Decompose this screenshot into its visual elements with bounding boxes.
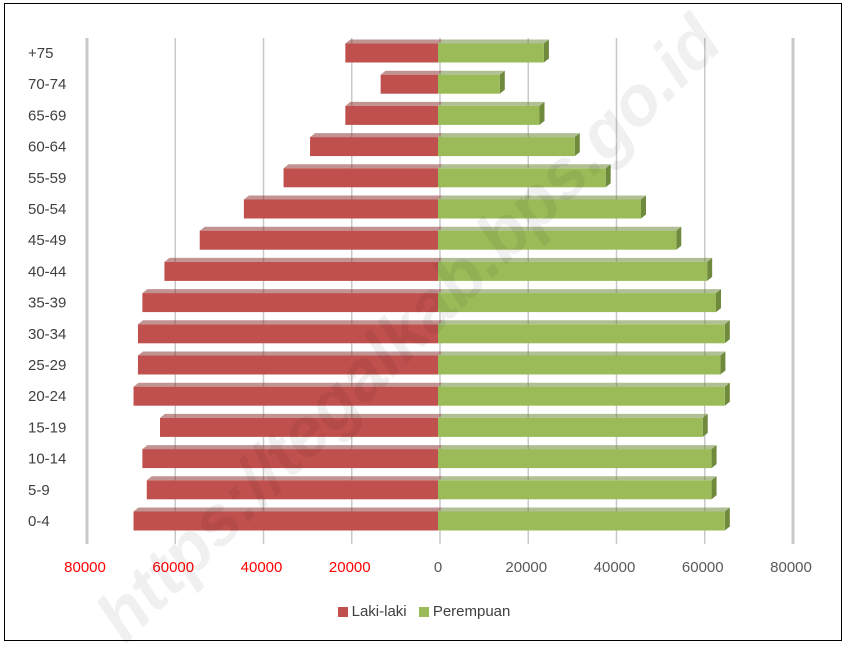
- bar-female-25-29: [438, 351, 726, 375]
- y-tick-label: 40-44: [28, 263, 66, 280]
- x-tick-label: 20000: [505, 559, 547, 576]
- bar-male-35-39: [142, 289, 444, 313]
- bar-female-10-14: [438, 445, 717, 469]
- bar-female-70-74: [438, 70, 505, 94]
- x-tick-label: 60000: [682, 559, 724, 576]
- y-tick-label: 20-24: [28, 388, 66, 405]
- legend-swatch-male: [337, 606, 348, 617]
- bar-female-45-49: [438, 226, 682, 250]
- x-tick-label: 80000: [770, 559, 812, 576]
- x-tick-label: 40000: [241, 559, 283, 576]
- y-tick-label: 35-39: [28, 295, 66, 312]
- bar-female-50-54: [438, 195, 646, 219]
- y-tick-label: 60-64: [28, 139, 66, 156]
- bar-male-30-34: [137, 320, 443, 344]
- bar-female-35-39: [438, 289, 721, 313]
- legend: Laki-laki Perempuan: [0, 603, 848, 621]
- bar-female-+75: [438, 39, 549, 63]
- x-tick-label: 80000: [64, 559, 106, 576]
- y-tick-label: 0-4: [28, 513, 50, 530]
- bar-male-0-4: [133, 507, 443, 531]
- y-tick-label: 5-9: [28, 482, 50, 499]
- bar-male-15-19: [160, 413, 443, 437]
- bar-female-40-44: [438, 257, 713, 281]
- bar-male-20-24: [133, 382, 443, 406]
- bar-male-40-44: [164, 257, 444, 281]
- bar-female-65-69: [438, 101, 545, 125]
- y-tick-label: 45-49: [28, 232, 66, 249]
- y-tick-label: 25-29: [28, 357, 66, 374]
- bar-male-65-69: [345, 101, 443, 125]
- bar-male-+75: [345, 39, 443, 63]
- y-tick-label: 15-19: [28, 419, 66, 436]
- y-tick-label: 65-69: [28, 107, 66, 124]
- legend-swatch-female: [418, 606, 429, 617]
- bar-female-60-64: [438, 133, 580, 157]
- bar-male-60-64: [310, 133, 443, 157]
- bar-female-5-9: [438, 476, 717, 500]
- x-tick-label: 0: [434, 559, 442, 576]
- y-tick-label: 55-59: [28, 170, 66, 187]
- bar-male-50-54: [243, 195, 443, 219]
- legend-item-female: Perempuan: [418, 603, 511, 620]
- y-tick-label: 70-74: [28, 76, 66, 93]
- bar-female-55-59: [438, 164, 611, 188]
- bar-male-10-14: [142, 445, 444, 469]
- bar-male-5-9: [146, 476, 443, 500]
- y-tick-label: 10-14: [28, 451, 66, 468]
- legend-item-male: Laki-laki: [337, 603, 407, 620]
- x-tick-label: 20000: [329, 559, 371, 576]
- x-tick-label: 40000: [594, 559, 636, 576]
- bar-female-0-4: [438, 507, 730, 531]
- legend-label-female: Perempuan: [432, 603, 511, 620]
- bar-male-25-29: [137, 351, 443, 375]
- bar-male-45-49: [199, 226, 443, 250]
- bar-female-30-34: [438, 320, 730, 344]
- bar-male-55-59: [283, 164, 443, 188]
- y-tick-label: +75: [28, 45, 53, 62]
- bar-female-15-19: [438, 413, 708, 437]
- legend-label-male: Laki-laki: [351, 603, 407, 620]
- y-tick-label: 30-34: [28, 326, 66, 343]
- y-tick-label: 50-54: [28, 201, 66, 218]
- x-tick-label: 60000: [152, 559, 194, 576]
- bar-male-70-74: [380, 70, 443, 94]
- bar-female-20-24: [438, 382, 730, 406]
